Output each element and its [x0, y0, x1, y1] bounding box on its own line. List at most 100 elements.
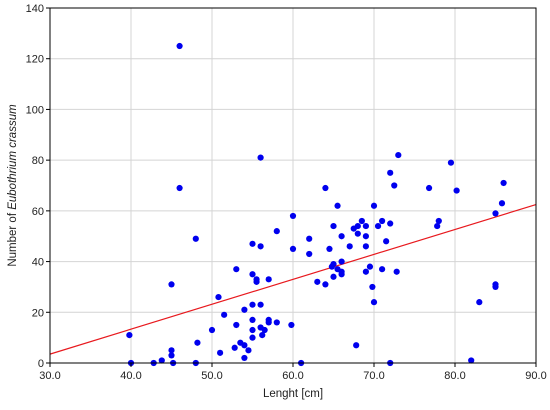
- data-point: [338, 258, 345, 265]
- data-point: [306, 250, 313, 258]
- data-point: [249, 301, 256, 308]
- y-axis-ticks: 0 20 40 60 80 100 120 140: [26, 3, 50, 370]
- data-point: [288, 321, 295, 329]
- data-point: [168, 281, 175, 288]
- data-point: [265, 276, 272, 283]
- data-point: [346, 243, 353, 250]
- regression-line: [49, 203, 537, 355]
- data-point: [314, 278, 321, 285]
- data-point: [273, 319, 280, 326]
- data-point: [215, 293, 222, 301]
- data-point: [500, 179, 507, 187]
- data-point: [241, 306, 248, 313]
- y-tick-label: 60: [32, 206, 44, 218]
- data-points: [126, 42, 507, 367]
- x-axis-title: Lenght [cm]: [263, 388, 323, 400]
- data-point: [231, 344, 238, 351]
- x-tick-label: 70.0: [363, 370, 384, 382]
- data-point: [374, 222, 382, 230]
- data-point: [379, 266, 386, 273]
- data-point: [168, 347, 175, 354]
- data-point: [330, 222, 337, 230]
- data-point: [241, 354, 248, 362]
- data-point: [322, 281, 329, 288]
- x-tick-label: 50.0: [201, 370, 222, 382]
- data-point: [434, 222, 441, 230]
- data-point: [249, 271, 256, 278]
- data-point: [330, 273, 337, 280]
- data-point: [387, 220, 394, 227]
- data-point: [221, 311, 228, 318]
- y-tick-label: 40: [32, 257, 44, 269]
- data-point: [362, 268, 369, 275]
- data-point: [217, 349, 224, 356]
- y-tick-label: 80: [32, 155, 44, 167]
- data-point: [249, 326, 256, 334]
- data-point: [370, 299, 378, 306]
- data-point: [273, 228, 280, 235]
- data-point: [387, 169, 394, 176]
- data-point: [176, 42, 183, 50]
- data-point: [233, 321, 240, 329]
- data-point: [194, 339, 201, 346]
- data-point: [176, 184, 183, 192]
- x-tick-label: 60.0: [282, 370, 303, 382]
- data-point: [354, 230, 361, 237]
- data-point: [259, 332, 266, 339]
- x-tick-label: 30.0: [39, 370, 60, 382]
- x-tick-label: 80.0: [444, 370, 465, 382]
- data-point: [358, 217, 365, 225]
- data-point: [306, 235, 313, 242]
- data-point: [257, 243, 264, 250]
- y-tick-label: 0: [38, 358, 44, 370]
- data-point: [369, 283, 376, 291]
- data-point: [245, 347, 252, 354]
- data-point: [257, 301, 264, 308]
- data-point: [168, 352, 175, 359]
- data-point: [362, 233, 369, 240]
- data-point: [249, 316, 256, 323]
- y-tick-label: 140: [26, 3, 44, 15]
- data-point: [393, 268, 400, 275]
- data-point: [468, 357, 475, 364]
- data-point: [289, 245, 297, 252]
- data-point: [334, 202, 341, 209]
- data-point: [249, 240, 256, 247]
- data-point: [362, 222, 369, 230]
- data-point: [326, 245, 333, 252]
- data-point: [379, 217, 386, 225]
- data-point: [362, 243, 369, 250]
- data-point: [391, 182, 398, 189]
- data-point: [447, 159, 455, 166]
- data-point: [492, 210, 499, 217]
- data-point: [192, 235, 199, 242]
- x-tick-label: 90.0: [525, 370, 546, 382]
- data-point: [492, 281, 499, 288]
- data-point: [366, 263, 374, 270]
- data-point: [261, 326, 268, 334]
- data-point: [158, 357, 165, 364]
- data-point: [289, 212, 297, 220]
- data-point: [265, 316, 272, 323]
- data-point: [257, 154, 264, 161]
- data-point: [233, 266, 240, 273]
- data-point: [435, 217, 442, 225]
- data-point: [322, 184, 329, 192]
- y-tick-label: 20: [32, 307, 44, 319]
- grid-lines: [50, 8, 536, 363]
- x-tick-label: 40.0: [120, 370, 141, 382]
- data-point: [498, 200, 506, 207]
- y-axis-title-italic: Eubothrium crassum: [7, 104, 19, 210]
- data-point: [370, 202, 378, 209]
- y-axis-title: Number of Eubothrium crassum: [7, 104, 19, 267]
- data-point: [249, 334, 256, 341]
- x-axis-ticks: 30.0 40.0 50.0 60.0 70.0 80.0 90.0: [39, 363, 547, 382]
- data-point: [353, 342, 360, 349]
- y-tick-label: 120: [26, 54, 44, 66]
- data-point: [208, 326, 216, 334]
- data-point: [253, 276, 260, 283]
- data-point: [338, 271, 345, 278]
- data-point: [453, 187, 460, 194]
